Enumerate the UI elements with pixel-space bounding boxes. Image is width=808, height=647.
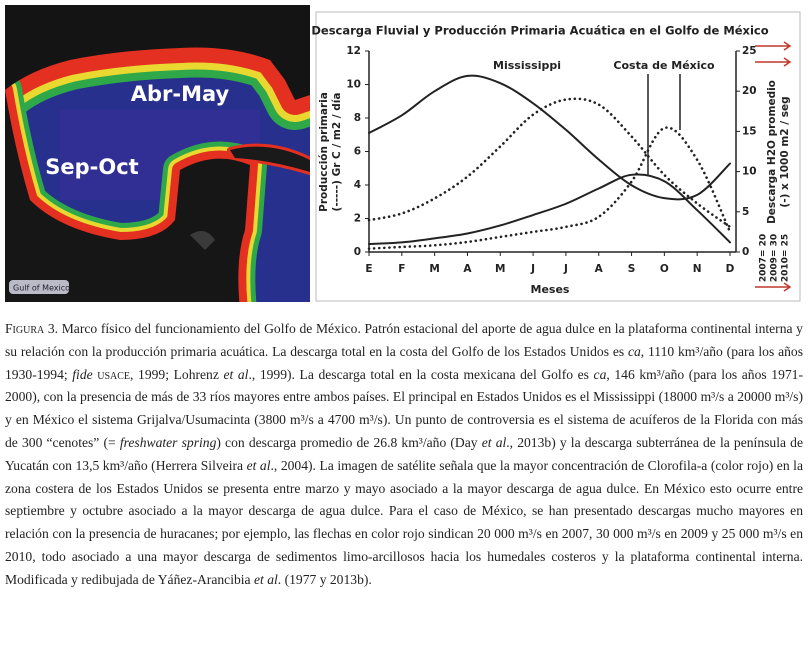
x-tick-label: F — [398, 263, 405, 275]
x-tick-label: N — [693, 263, 702, 275]
caption-text: ., 2013b) y la descarga subterránea de l… — [5, 434, 803, 473]
y-axis-label: Producción primaria — [318, 92, 330, 212]
region-label: Sep-Oct — [45, 155, 138, 179]
y-tick-label: 12 — [346, 45, 361, 57]
x-tick-label: M — [429, 263, 439, 275]
x-tick-label: J — [563, 263, 568, 275]
x-tick-label: D — [726, 263, 735, 275]
caption-text: fide — [72, 366, 93, 382]
satellite-image — [5, 5, 310, 302]
region-label: Abr-May — [131, 82, 230, 106]
caption-text: Marco físico del funcionamiento del Golf… — [5, 321, 803, 359]
caption-text: et al — [246, 457, 271, 473]
x-tick-label: J — [530, 263, 535, 275]
y-tick-label: 0 — [354, 246, 361, 258]
y2-tick-label: 25 — [742, 45, 757, 57]
series-line — [368, 173, 731, 245]
caption: Figura 3. Marco físico del funcionamient… — [5, 318, 803, 592]
x-tick-label: O — [660, 263, 669, 275]
y2-axis-label: Descarga H2O promedio — [766, 80, 778, 224]
chart-title: Descarga Fluvial y Producción Primaria A… — [311, 24, 768, 38]
x-tick-label: M — [495, 263, 505, 275]
caption-text: et al — [223, 366, 249, 382]
caption-text: ca — [593, 366, 607, 382]
figure: Abr-May Sep-Oct Gulf of Mexico Descarga … — [5, 5, 801, 302]
image-credit: Gulf of Mexico — [13, 284, 70, 293]
image-credit-bg — [9, 280, 69, 294]
y2-tick-label: 5 — [742, 206, 749, 218]
y2-axis-label: (-) x 1000 m2 / seg — [779, 96, 791, 207]
chart-frame — [315, 11, 801, 302]
y-tick-label: 6 — [354, 146, 361, 158]
caption-text: , 1110 km³/año (para los años 1930-1994; — [5, 343, 803, 382]
y-tick-label: 8 — [354, 112, 361, 124]
caption-text: usace — [92, 366, 131, 382]
x-tick-label: S — [628, 263, 636, 275]
series-line — [367, 97, 732, 229]
x-tick-label: A — [595, 263, 604, 275]
side-note: 2009= 30 — [770, 234, 780, 282]
y2-tick-label: 10 — [742, 166, 757, 178]
caption-text: , 1999; Lohrenz — [130, 366, 224, 382]
caption-text: freshwater spring — [119, 434, 217, 450]
red-arrows — [755, 41, 792, 292]
caption-text: ., 1999). La descarga total en la costa … — [248, 366, 594, 382]
y-tick-label: 10 — [346, 79, 361, 91]
y-tick-label: 2 — [354, 213, 361, 225]
caption-text: et al — [253, 571, 278, 587]
x-tick-label: E — [365, 263, 372, 275]
y-tick-label: 4 — [354, 179, 361, 191]
caption-text: , 146 km³/año (para los años 1971-2000),… — [5, 366, 803, 450]
side-note: 2010= 25 — [781, 234, 791, 282]
caption-text: et al — [481, 434, 507, 450]
y2-tick-label: 0 — [742, 246, 749, 258]
annotation: Mississippi — [493, 59, 561, 72]
side-note: 2007= 20 — [759, 234, 769, 282]
series-line — [368, 74, 731, 201]
caption-text: ., 2004). La imagen de satélite señala q… — [5, 457, 803, 587]
y-axis-label: (-----) Gr C / m2 / día — [331, 93, 343, 212]
y2-tick-label: 20 — [742, 85, 757, 97]
x-tick-label: A — [463, 263, 472, 275]
y2-tick-label: 15 — [742, 125, 757, 137]
caption-text: ) con descarga promedio de 26.8 km³/año … — [216, 434, 482, 450]
caption-text: Figura 3. — [5, 321, 59, 336]
chart: Descarga Fluvial y Producción Primaria A… — [311, 24, 792, 296]
caption-text: . (1977 y 2013b). — [277, 571, 372, 587]
caption-text: ca — [627, 343, 641, 359]
x-axis-label: Meses — [531, 283, 570, 296]
annotation: Costa de México — [613, 59, 715, 72]
